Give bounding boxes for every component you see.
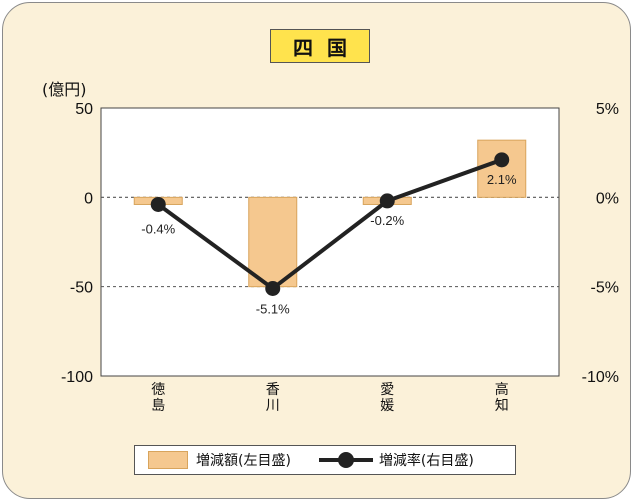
rate-point xyxy=(494,152,510,168)
legend-line-label: 増減率(右目盛) xyxy=(378,453,474,469)
rate-line xyxy=(157,157,503,291)
category-label-char: 高 xyxy=(495,381,509,398)
legend: 増減額(左目盛) 増減率(右目盛) xyxy=(134,445,516,475)
right-axis-tick-label: -5% xyxy=(591,280,619,297)
legend-bar-swatch xyxy=(148,451,188,469)
legend-bar-label: 増減額(左目盛) xyxy=(196,453,291,469)
category-label-char: 愛 xyxy=(380,382,394,398)
rate-data-label: -0.2% xyxy=(370,213,404,228)
left-axis-tick-label: 0 xyxy=(84,190,93,207)
right-axis-tick-label: 5% xyxy=(596,101,619,118)
rate-data-label: -5.1% xyxy=(256,301,290,316)
legend-item-line: 増減率(右目盛) xyxy=(291,450,474,470)
left-axis-tick-label: -100 xyxy=(61,369,93,386)
chart-title: 四国 xyxy=(270,29,370,63)
left-axis-unit-label: (億円) xyxy=(42,80,87,99)
rate-point xyxy=(150,196,166,212)
category-label-char: 媛 xyxy=(380,398,394,414)
left-axis-tick-label: -50 xyxy=(70,280,93,297)
category-label-char: 島 xyxy=(151,398,165,414)
rate-data-label: 2.1% xyxy=(487,172,517,187)
category-label-char: 香 xyxy=(266,382,280,398)
category-label-char: 徳 xyxy=(151,382,165,398)
rate-point xyxy=(379,193,395,209)
bar xyxy=(477,139,527,198)
rate-point xyxy=(265,280,281,296)
legend-line-marker-icon xyxy=(318,452,373,468)
right-axis-tick-label: 0% xyxy=(596,190,619,207)
legend-item-bar: 増減額(左目盛) xyxy=(135,450,291,470)
bar xyxy=(248,196,298,288)
category-label-char: 知 xyxy=(495,397,509,414)
right-axis-tick-label: -10% xyxy=(582,369,619,386)
rate-data-label: -0.4% xyxy=(141,221,175,236)
left-axis-tick-label: 50 xyxy=(75,101,93,118)
category-label-char: 川 xyxy=(266,398,280,414)
